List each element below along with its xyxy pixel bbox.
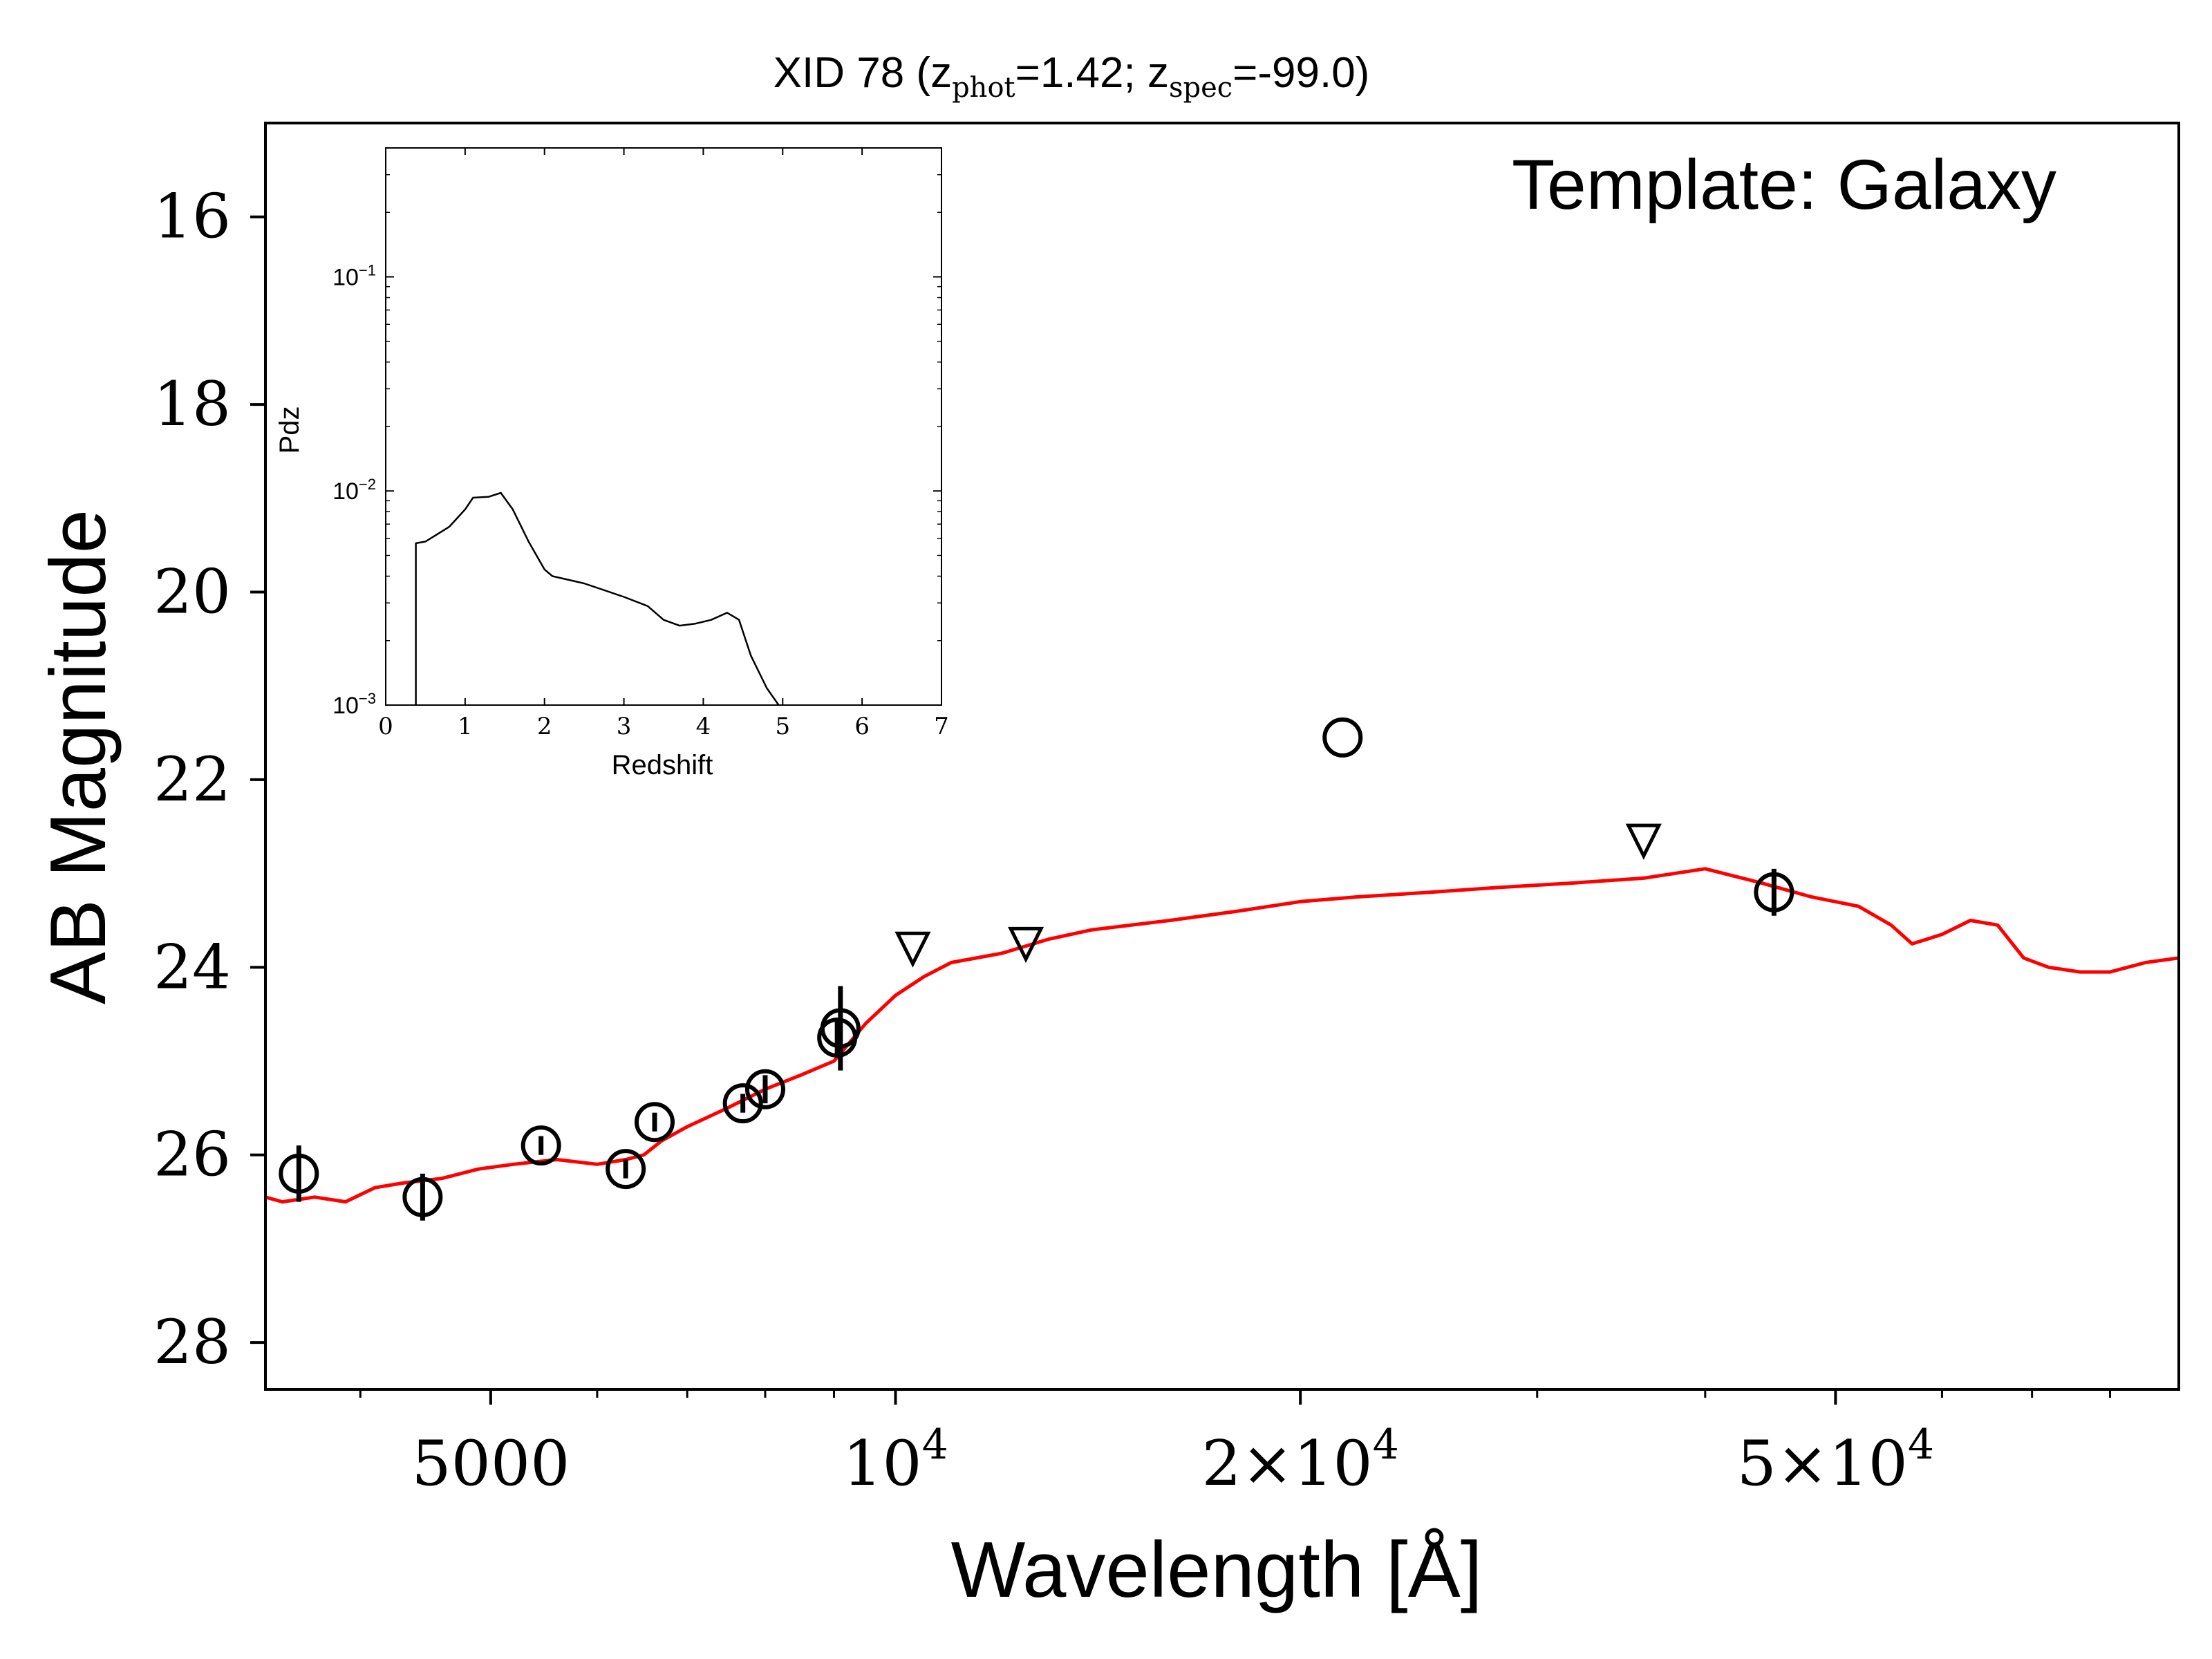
inset-y-tick-label: 10−1 <box>332 261 376 290</box>
inset-x-tick-label: 1 <box>458 713 473 740</box>
detection-point <box>1754 872 1794 912</box>
x-tick-label: 5000 <box>411 1427 570 1500</box>
inset-x-tick-label: 6 <box>854 713 870 740</box>
template-annotation: Template: Galaxy <box>1512 145 2056 224</box>
chart-title-phot-sub: phot <box>952 72 1015 104</box>
y-tick-label: 22 <box>153 744 231 815</box>
x-tick-label: 5×104 <box>1737 1421 1934 1500</box>
detection-point <box>402 1177 443 1217</box>
detection-point <box>606 1149 646 1190</box>
chart-title-prefix: XID 78 (z <box>774 49 952 97</box>
y-tick-label: 24 <box>153 931 231 1002</box>
pdz-inset: 0 1 2 3 4 5 6 7 10−1 10−2 10−3 <box>332 147 949 740</box>
inset-x-label: Redshift <box>612 750 713 780</box>
y-axis-label: AB Magnitude <box>35 509 122 1004</box>
detection-point <box>634 1102 675 1143</box>
y-tick-label: 20 <box>153 556 231 628</box>
x-tick-label: 2×104 <box>1201 1421 1398 1500</box>
y-tick-label: 28 <box>153 1306 231 1378</box>
detection-point <box>521 1125 561 1166</box>
x-axis-label: Wavelength [Å] <box>951 1526 1483 1614</box>
inset-background <box>386 148 941 705</box>
inset-y-tick-label: 10−3 <box>332 690 376 719</box>
detection-point <box>820 1008 861 1049</box>
chart-title: XID 78 (zphot=1.42; zspec=-99.0) <box>774 49 1370 104</box>
y-tick-label: 26 <box>153 1119 231 1190</box>
inset-x-tick-label: 3 <box>617 713 632 740</box>
chart-title-spec-val: =-99.0) <box>1232 49 1369 97</box>
detection-point <box>744 1069 785 1109</box>
upper-limit-marker <box>894 931 931 968</box>
chart-title-phot-val: =1.42; z <box>1015 49 1169 97</box>
detection-point <box>1322 717 1363 758</box>
chart-title-spec-sub: spec <box>1169 72 1232 104</box>
inset-x-tick-label: 7 <box>934 713 949 740</box>
upper-limit-marker <box>1625 823 1662 860</box>
pdz-curve <box>415 491 780 706</box>
inset-x-tick-label: 4 <box>696 713 711 740</box>
detection-point <box>722 1083 763 1124</box>
inset-x-tick-label: 2 <box>537 713 552 740</box>
inset-x-tick-label: 0 <box>378 713 393 740</box>
upper-limit-marker <box>1008 926 1044 964</box>
inset-y-tick-label: 10−2 <box>332 476 376 505</box>
y-tick-label: 18 <box>153 368 231 440</box>
y-tick-label: 16 <box>153 181 231 252</box>
plot-frame <box>264 122 2180 1391</box>
x-tick-label: 104 <box>843 1421 948 1500</box>
template-sed-line <box>265 867 2180 1204</box>
detection-point <box>279 1153 319 1194</box>
inset-y-label: Pdz <box>274 406 305 454</box>
inset-x-tick-label: 5 <box>775 713 790 740</box>
